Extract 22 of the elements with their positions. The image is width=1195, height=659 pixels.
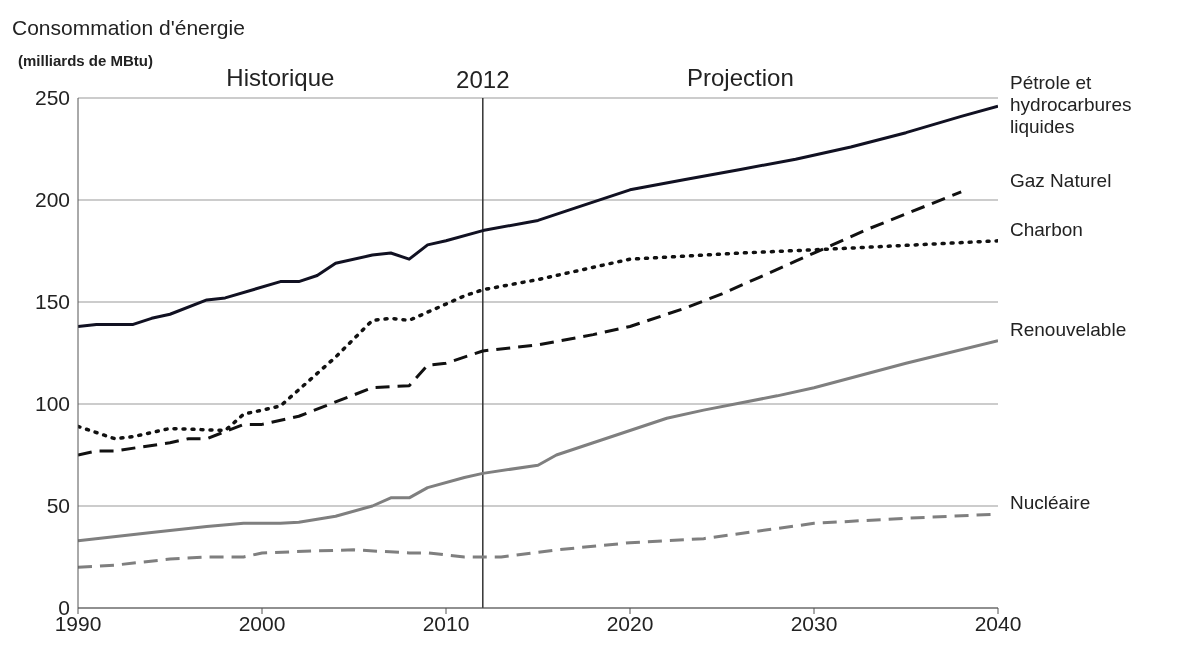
y-tick-label: 150: [34, 290, 70, 314]
x-tick-label: 2000: [238, 611, 286, 635]
y-tick-label: 250: [34, 86, 70, 110]
series-label: Nucléaire: [1010, 492, 1091, 514]
y-tick-label: 200: [34, 188, 70, 212]
x-tick-label: 2030: [790, 611, 838, 635]
series-label: Charbon: [1010, 218, 1083, 240]
series-label: Pétrole et hydrocarbures liquides: [1010, 72, 1132, 138]
x-tick-label: 2020: [606, 611, 654, 635]
x-tick-label: 2040: [974, 611, 1022, 635]
y-tick-label: 50: [46, 494, 70, 518]
chart-title: Consommation d'énergie: [12, 16, 245, 40]
text: Projection: [687, 64, 794, 92]
series-label: Renouvelable: [1010, 318, 1127, 340]
y-axis-title: (milliards de MBtu): [18, 52, 154, 69]
ref-line-label: 2012: [456, 66, 510, 93]
line-series: [78, 339, 998, 543]
x-tick-label: 2010: [422, 611, 470, 635]
line-series: [78, 104, 998, 328]
text: Gaz Naturel: [1010, 169, 1112, 191]
y-tick-label: 100: [34, 392, 70, 416]
text: Historique: [226, 64, 335, 92]
